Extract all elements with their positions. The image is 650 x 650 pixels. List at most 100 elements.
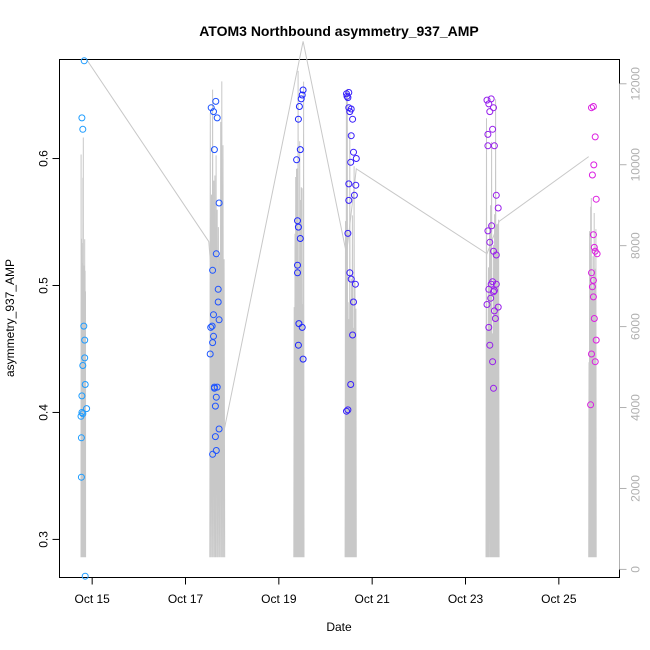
data-point — [490, 288, 497, 296]
data-point — [206, 350, 214, 358]
data-point — [486, 108, 494, 116]
y2-tick-label: 12000 — [629, 67, 643, 101]
x-tick-label: Oct 19 — [261, 592, 297, 606]
data-point — [486, 341, 494, 349]
data-point — [296, 235, 304, 242]
data-point — [343, 407, 350, 415]
data-point — [295, 103, 303, 110]
data-point — [349, 331, 357, 339]
x-axis: Oct 15 Oct 17 Oct 19 Oct 21 Oct 23 Oct 25 — [74, 577, 577, 606]
data-point — [215, 425, 223, 433]
data-point — [297, 95, 305, 103]
data-point — [489, 358, 497, 366]
count-burst-2 — [293, 70, 305, 558]
data-point — [215, 199, 223, 207]
data-point — [350, 191, 358, 199]
data-point — [211, 402, 219, 410]
data-point — [589, 231, 597, 239]
data-point — [590, 243, 598, 251]
data-point — [214, 285, 222, 293]
data-point — [350, 148, 357, 156]
data-point — [350, 298, 357, 306]
data-point — [211, 433, 219, 441]
data-point — [79, 362, 87, 369]
count-bursts — [80, 70, 597, 558]
data-point — [484, 227, 492, 235]
data-point — [589, 276, 597, 284]
data-point — [80, 57, 88, 65]
data-point — [490, 104, 497, 112]
data-point — [349, 115, 357, 123]
y2-tick-label: 8000 — [629, 232, 643, 259]
data-point — [212, 250, 220, 258]
data-point — [214, 298, 222, 306]
data-point — [588, 171, 596, 179]
data-point — [207, 104, 215, 112]
chart-title: ATOM3 Northbound asymmetry_937_AMP — [199, 23, 479, 39]
data-point — [209, 339, 217, 347]
data-point — [345, 180, 353, 188]
data-point — [294, 223, 302, 231]
data-point — [299, 355, 307, 363]
data-point — [485, 323, 493, 331]
x-tick-label: Oct 17 — [168, 592, 204, 606]
data-point — [209, 266, 217, 274]
data-point — [589, 293, 597, 301]
data-point — [78, 392, 86, 400]
data-point — [79, 410, 87, 418]
data-point — [494, 204, 502, 212]
data-point — [208, 322, 216, 330]
data-point — [590, 161, 598, 169]
data-point — [298, 323, 306, 331]
data-point — [78, 409, 86, 416]
data-point — [592, 336, 600, 344]
data-point — [343, 92, 351, 100]
data-point — [345, 196, 353, 204]
data-point — [77, 434, 85, 442]
data-point — [490, 384, 497, 392]
y-tick-label: 0.6 — [37, 150, 51, 167]
data-point — [294, 261, 301, 269]
data-point — [491, 315, 499, 322]
data-point — [345, 89, 353, 96]
data-points — [77, 57, 601, 580]
data-point — [296, 146, 304, 154]
x-tick-label: Oct 21 — [354, 592, 390, 606]
data-point — [210, 311, 217, 319]
y-tick-label: 0.4 — [37, 404, 51, 421]
count-burst-3 — [344, 88, 357, 558]
count-burst-1 — [209, 81, 226, 558]
y2-tick-label: 4000 — [629, 394, 643, 421]
data-point — [489, 125, 497, 133]
data-point — [591, 358, 599, 366]
y-tick-label: 0.5 — [37, 277, 51, 294]
data-point — [352, 181, 360, 189]
data-point — [483, 96, 491, 104]
data-point — [486, 238, 494, 246]
data-point — [346, 108, 354, 116]
data-point — [492, 191, 500, 199]
right-y-axis: 0 2000 4000 6000 8000 10000 12000 — [619, 67, 643, 573]
data-point — [212, 393, 220, 401]
data-point — [483, 301, 491, 308]
data-point — [294, 217, 301, 225]
data-point — [215, 316, 223, 324]
data-point — [344, 406, 352, 414]
data-point — [77, 473, 85, 481]
data-point — [293, 156, 301, 164]
y-axis: 0.3 0.4 0.5 0.6 — [37, 150, 60, 548]
y2-tick-label: 6000 — [629, 313, 643, 340]
data-point — [213, 114, 221, 122]
data-point — [588, 283, 596, 291]
x-tick-label: Oct 15 — [74, 592, 110, 606]
data-point — [81, 572, 89, 580]
data-point — [494, 303, 502, 311]
data-point — [487, 95, 495, 103]
data-point — [81, 354, 89, 362]
count-burst-0 — [80, 137, 87, 558]
data-point — [207, 323, 215, 331]
data-point — [588, 269, 595, 277]
data-point — [347, 158, 355, 166]
count-trend — [86, 41, 589, 432]
